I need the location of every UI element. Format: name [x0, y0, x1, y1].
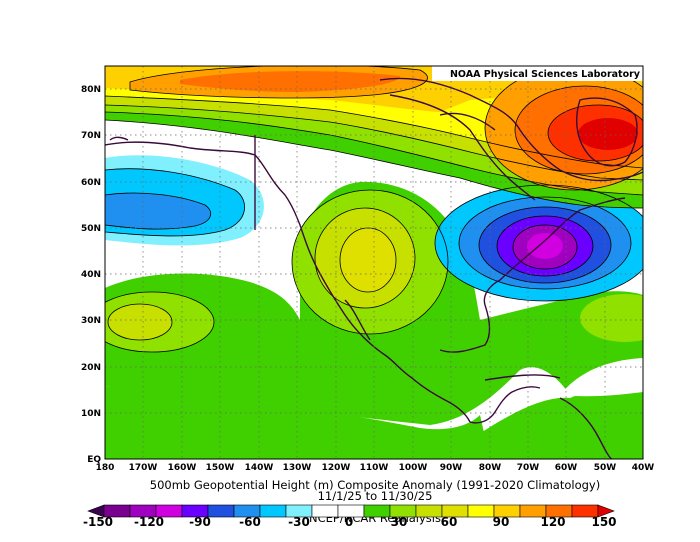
anomaly-region-near-zero-atlantic	[560, 358, 643, 397]
colorbar-swatch	[415, 504, 443, 518]
lon-tick-label: 90W	[440, 463, 463, 473]
lon-tick-label: 170W	[129, 463, 158, 473]
credit-box	[432, 66, 643, 81]
anomaly-region-tropical-positive-lower	[105, 386, 490, 459]
colorbar-label: 0	[345, 515, 353, 529]
lon-tick-label: 60W	[555, 463, 578, 473]
anomaly-subtropical-atlantic-30	[580, 294, 643, 342]
colorbar-label: -120	[134, 515, 164, 529]
colorbar-label: -30	[288, 515, 310, 529]
longitude-labels: 180 170W 160W 150W 140W 130W 120W 110W 1…	[96, 463, 655, 473]
colorbar-label: 120	[540, 515, 565, 529]
lon-tick-label: 50W	[594, 463, 617, 473]
colorbar-arrow-high	[597, 504, 615, 518]
colorbar-label: 30	[391, 515, 408, 529]
lat-tick-label: 70N	[81, 131, 101, 141]
coastlines	[105, 77, 643, 459]
lat-tick-label: 40N	[81, 270, 101, 280]
figure-title: 500mb Geopotential Height (m) Composite …	[150, 478, 600, 492]
anomaly-subtropical-pacific-40	[108, 304, 172, 340]
lon-tick-label: 110W	[360, 463, 389, 473]
colorbar-swatch	[311, 504, 339, 518]
lon-tick-label: 40W	[632, 463, 655, 473]
map-panel: NOAA Physical Sciences Laboratory	[105, 66, 643, 459]
lat-tick-label: 50N	[81, 224, 101, 234]
lon-tick-label: 150W	[206, 463, 235, 473]
lon-tick-label: 70W	[517, 463, 540, 473]
colorbar-swatch	[467, 504, 495, 518]
lat-tick-label: 80N	[81, 85, 101, 95]
lon-tick-label: 160W	[168, 463, 197, 473]
lat-tick-label: 60N	[81, 178, 101, 188]
lon-tick-label: 140W	[245, 463, 274, 473]
colorbar-label: -90	[189, 515, 211, 529]
lon-tick-label: 120W	[322, 463, 351, 473]
lat-tick-label: 10N	[81, 409, 101, 419]
lon-tick-label: 130W	[283, 463, 312, 473]
credit-text: NOAA Physical Sciences Laboratory	[450, 69, 641, 80]
date-range: 11/1/25 to 11/30/25	[318, 489, 433, 503]
colorbar-label: 150	[591, 515, 616, 529]
lat-tick-label: 30N	[81, 316, 101, 326]
ridge-west-us-60	[340, 228, 396, 292]
anomaly-north-atlantic-150	[578, 118, 638, 150]
latitude-labels: 80N 70N 60N 50N 40N 30N 20N 10N EQ	[81, 85, 101, 465]
trough-gulf-alaska-60	[105, 193, 211, 230]
trough-east-na-120	[527, 233, 563, 259]
lon-tick-label: 180	[96, 463, 115, 473]
colorbar-label: -60	[239, 515, 261, 529]
colorbar-label: 60	[441, 515, 458, 529]
map-frame	[104, 65, 644, 460]
lat-tick-label: EQ	[87, 455, 101, 465]
lon-tick-label: 80W	[479, 463, 502, 473]
lat-tick-label: 20N	[81, 363, 101, 373]
anomaly-arctic-darkorange	[180, 71, 400, 92]
colorbar-swatch	[363, 504, 391, 518]
contour-lines	[105, 66, 643, 353]
colorbar-swatch	[207, 504, 235, 518]
colorbar-label: -150	[83, 515, 113, 529]
lon-tick-label: 100W	[399, 463, 428, 473]
colorbar-label: 90	[493, 515, 510, 529]
colorbar-swatch	[259, 504, 287, 518]
graticule	[105, 66, 643, 459]
colorbar	[87, 504, 615, 518]
colorbar-labels: -150 -120 -90 -60 -30 0 30 60 90 120 150	[83, 515, 617, 529]
